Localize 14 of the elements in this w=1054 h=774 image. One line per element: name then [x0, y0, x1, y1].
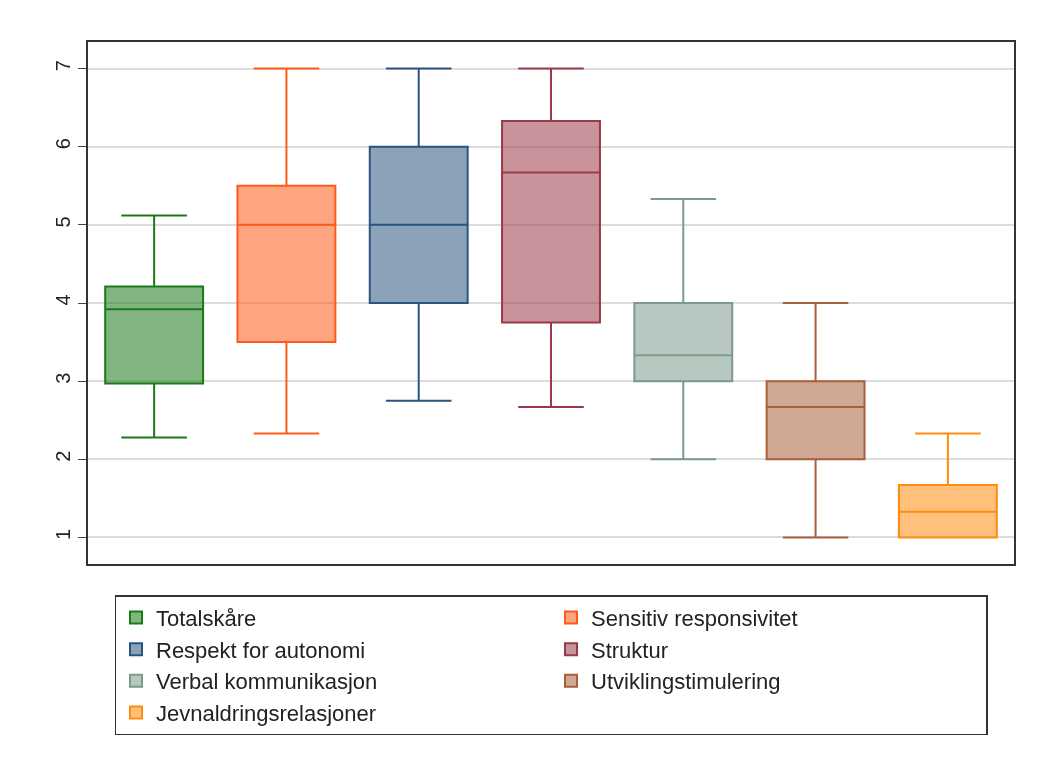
legend-label: Sensitiv responsivitet — [591, 606, 798, 632]
legend-label: Respekt for autonomi — [156, 637, 366, 663]
y-tick-label: 6 — [52, 138, 74, 150]
y-tick-label: 7 — [52, 60, 74, 72]
legend-label: Utviklingstimulering — [591, 669, 781, 695]
y-tick-label: 1 — [52, 528, 74, 540]
legend-label: Verbal kommunikasjon — [156, 669, 378, 695]
y-tick-label: 5 — [52, 216, 74, 228]
y-tick-label: 4 — [52, 294, 74, 306]
legend-label: Totalskåre — [156, 606, 257, 632]
legend-label: Struktur — [591, 637, 669, 663]
y-tick-label: 3 — [52, 372, 74, 384]
legend-label: Jevnaldringsrelasjoner — [156, 701, 377, 726]
y-tick-label: 2 — [52, 450, 74, 462]
